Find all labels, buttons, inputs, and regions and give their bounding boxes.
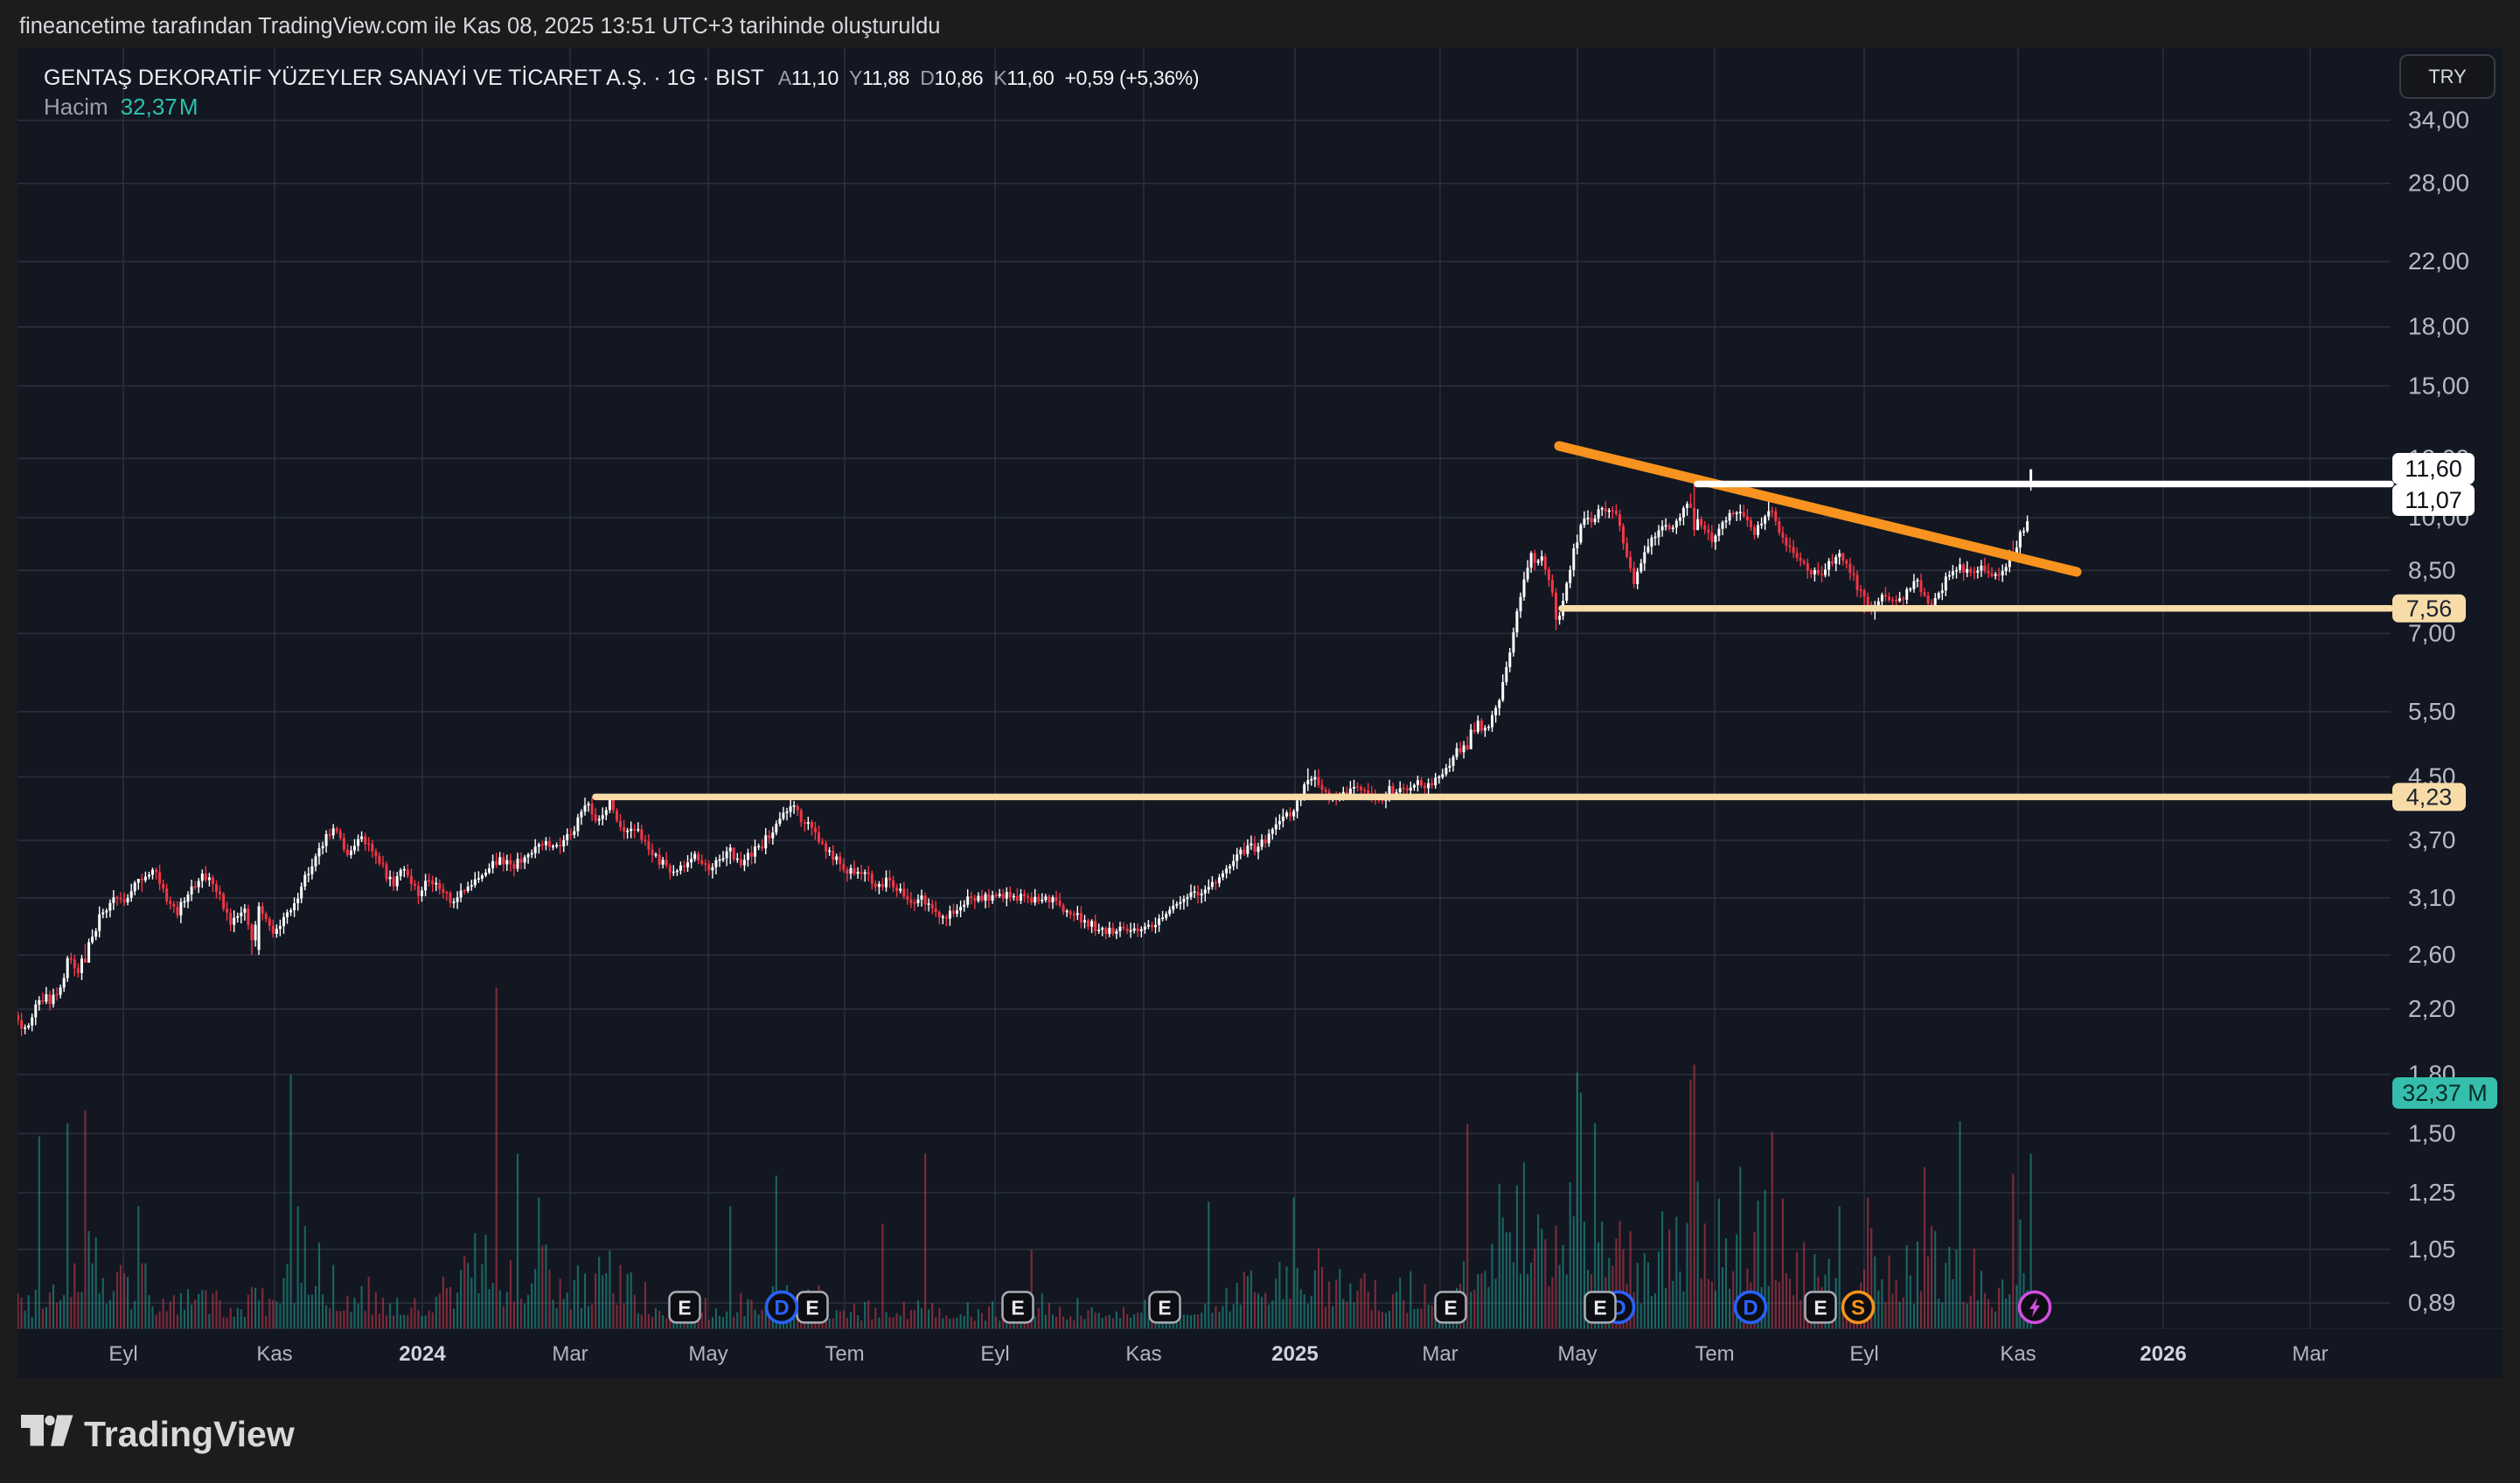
svg-text:May: May	[1557, 1342, 1597, 1366]
svg-text:May: May	[688, 1342, 727, 1366]
svg-text:E: E	[805, 1297, 818, 1319]
svg-text:Mar: Mar	[552, 1342, 588, 1366]
svg-text:7,00: 7,00	[2408, 619, 2456, 646]
svg-text:2,20: 2,20	[2408, 995, 2456, 1022]
svg-text:Tem: Tem	[1695, 1342, 1734, 1366]
svg-text:S: S	[1851, 1297, 1865, 1320]
svg-text:0,89: 0,89	[2408, 1289, 2456, 1316]
svg-text:Eyl: Eyl	[1849, 1342, 1878, 1366]
svg-text:4,23: 4,23	[2406, 783, 2453, 810]
svg-text:2026: 2026	[2140, 1342, 2186, 1366]
svg-text:18,00: 18,00	[2408, 313, 2469, 340]
svg-text:1,50: 1,50	[2408, 1119, 2456, 1146]
svg-text:5,50: 5,50	[2408, 698, 2456, 725]
svg-text:2,60: 2,60	[2408, 941, 2456, 968]
svg-text:E: E	[1444, 1297, 1457, 1319]
svg-text:Eyl: Eyl	[980, 1342, 1009, 1366]
svg-text:1,25: 1,25	[2408, 1179, 2456, 1206]
svg-text:Kas: Kas	[2000, 1342, 2036, 1366]
svg-text:22,00: 22,00	[2408, 247, 2469, 275]
svg-text:11,07: 11,07	[2405, 487, 2462, 513]
svg-text:11,60: 11,60	[2405, 456, 2462, 482]
svg-text:E: E	[1813, 1297, 1827, 1319]
svg-text:32,37 M: 32,37 M	[2402, 1080, 2488, 1106]
svg-text:15,00: 15,00	[2408, 372, 2469, 399]
svg-text:2025: 2025	[1271, 1342, 1318, 1366]
svg-text:Eyl: Eyl	[108, 1342, 137, 1366]
svg-text:7,56: 7,56	[2406, 595, 2453, 622]
svg-text:3,70: 3,70	[2408, 826, 2456, 853]
svg-text:Mar: Mar	[2292, 1342, 2328, 1366]
svg-text:D: D	[774, 1297, 789, 1320]
svg-text:3,10: 3,10	[2408, 884, 2456, 911]
svg-text:Kas: Kas	[256, 1342, 292, 1366]
svg-text:Tem: Tem	[825, 1342, 864, 1366]
svg-text:E: E	[1158, 1297, 1171, 1319]
svg-text:E: E	[1593, 1297, 1606, 1319]
svg-text:Kas: Kas	[1125, 1342, 1161, 1366]
svg-text:E: E	[678, 1297, 691, 1319]
svg-text:34,00: 34,00	[2408, 107, 2469, 134]
svg-text:8,50: 8,50	[2408, 556, 2456, 583]
svg-text:Mar: Mar	[1422, 1342, 1458, 1366]
svg-text:1,05: 1,05	[2408, 1236, 2456, 1263]
svg-text:2024: 2024	[399, 1342, 446, 1366]
svg-text:D: D	[1743, 1297, 1758, 1320]
svg-text:E: E	[1011, 1297, 1024, 1319]
svg-text:28,00: 28,00	[2408, 170, 2469, 197]
